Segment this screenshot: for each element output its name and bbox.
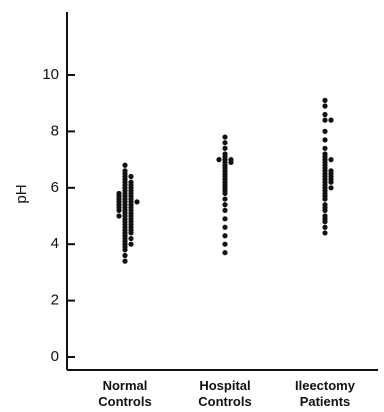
data-point	[322, 137, 328, 143]
data-point	[222, 151, 228, 157]
data-point	[128, 235, 134, 242]
x-category-label: Ileectomy	[295, 378, 356, 393]
data-point	[328, 157, 334, 163]
data-point	[322, 230, 328, 236]
data-point	[322, 103, 328, 109]
data-point	[322, 97, 328, 103]
data-point	[222, 207, 228, 213]
data-point	[328, 117, 334, 123]
data-point	[128, 179, 134, 185]
data-point	[322, 117, 328, 123]
axes	[66, 12, 378, 371]
data-point	[122, 162, 128, 168]
data-points	[116, 97, 334, 264]
data-point	[116, 213, 122, 219]
y-tick-label: 10	[42, 66, 59, 83]
data-point	[222, 196, 228, 202]
data-point	[116, 190, 122, 197]
data-point	[222, 216, 228, 222]
data-point	[222, 241, 228, 247]
data-point	[222, 134, 228, 140]
data-point	[328, 168, 334, 174]
y-axis-label: pH	[13, 184, 30, 203]
data-point	[134, 199, 140, 205]
data-point	[222, 140, 228, 146]
y-tick-label: 2	[51, 292, 59, 309]
data-point	[322, 128, 328, 134]
data-point	[122, 252, 128, 259]
data-point	[322, 145, 328, 151]
y-tick-label: 0	[51, 348, 59, 365]
data-point	[322, 202, 328, 208]
data-point	[222, 202, 228, 208]
x-category-label: Hospital	[199, 378, 250, 393]
data-point	[322, 111, 328, 118]
data-point	[222, 250, 228, 256]
data-point	[128, 241, 134, 247]
data-point	[322, 213, 328, 219]
y-tick-label: 8	[51, 122, 59, 139]
x-category-label: Normal	[103, 378, 148, 393]
data-point	[328, 185, 334, 191]
x-category-labels: NormalControlsHospitalControlsIleectomyP…	[98, 378, 355, 409]
x-category-label: Controls	[98, 394, 151, 409]
data-point	[216, 157, 222, 163]
data-point	[322, 151, 328, 157]
y-axis-ticks: 0 2 4 6 8 10	[42, 66, 75, 365]
y-tick-label: 4	[51, 235, 59, 252]
x-category-label: Patients	[300, 394, 351, 409]
data-point	[122, 258, 128, 264]
data-point	[222, 145, 228, 151]
data-point	[222, 233, 228, 239]
data-point	[322, 224, 328, 230]
x-category-label: Controls	[198, 394, 251, 409]
data-point	[128, 173, 134, 180]
y-tick-label: 6	[51, 179, 59, 196]
data-point	[228, 157, 234, 163]
data-point	[122, 168, 128, 174]
data-point	[222, 224, 228, 230]
